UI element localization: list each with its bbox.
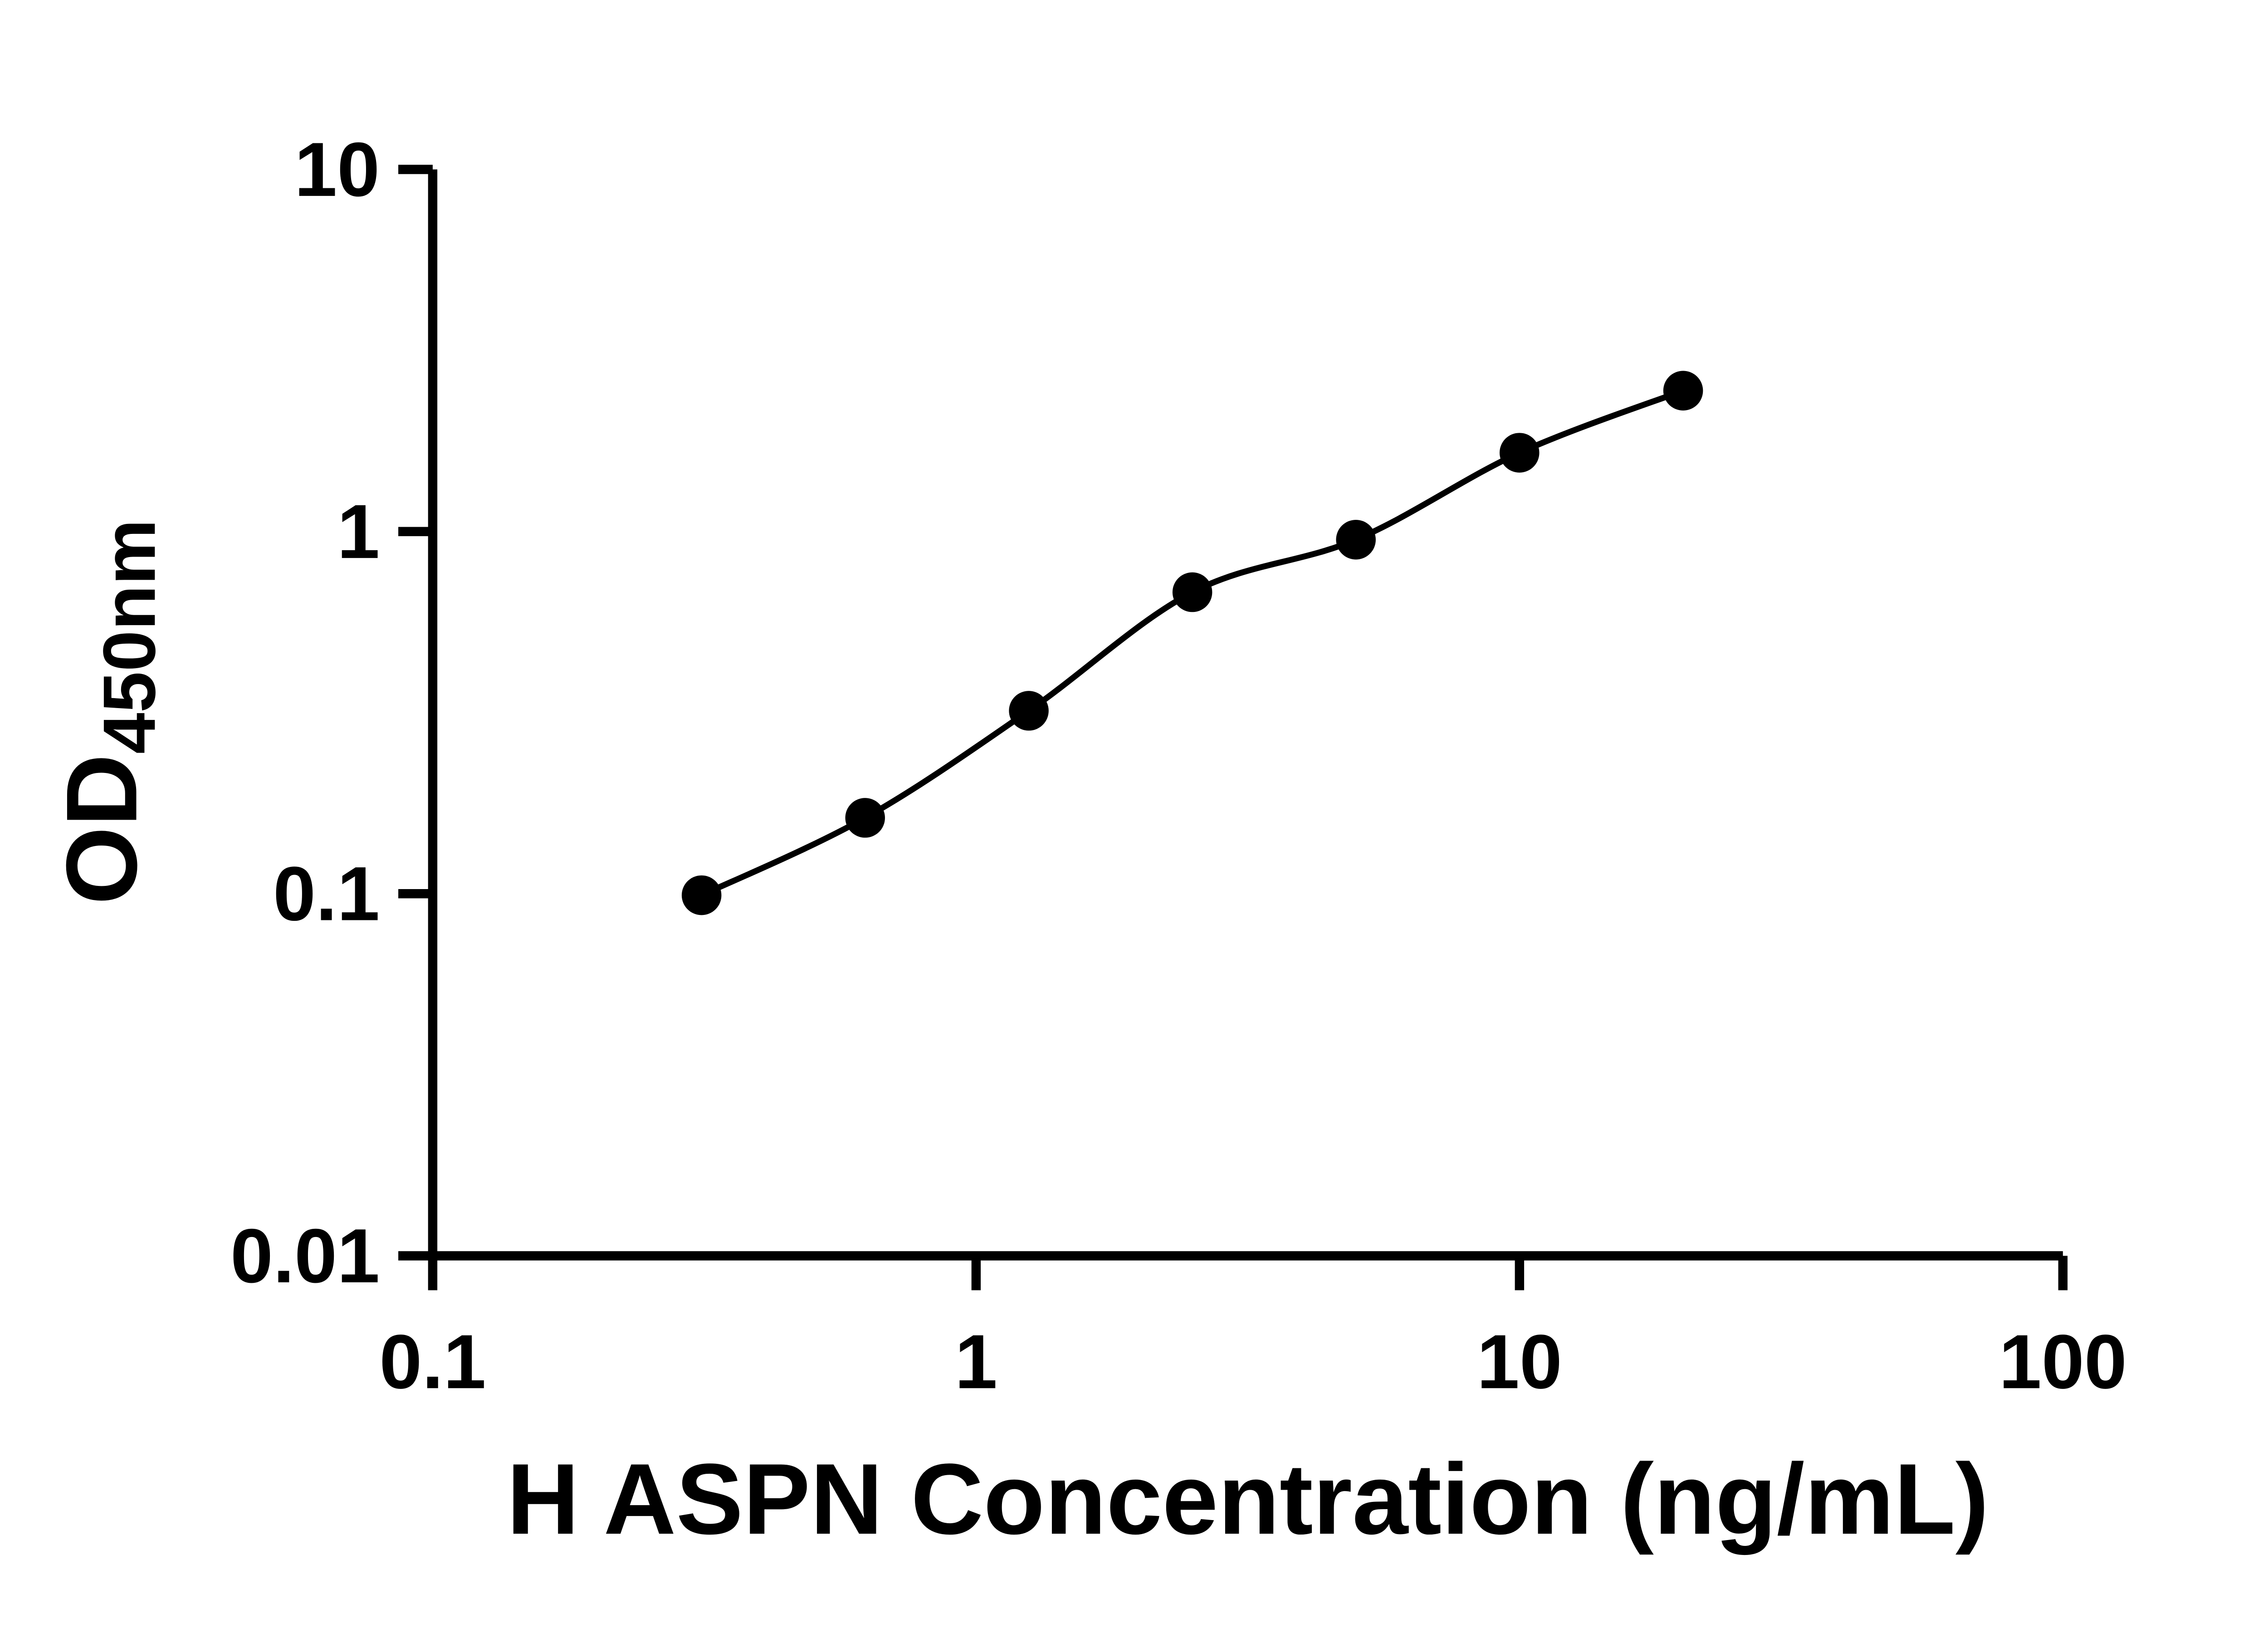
- x-tick-label: 10: [1477, 1319, 1562, 1404]
- data-point: [1663, 371, 1703, 411]
- data-point: [1336, 519, 1376, 560]
- data-point: [681, 875, 722, 915]
- y-tick-label: 10: [294, 127, 380, 212]
- data-point: [1500, 433, 1540, 473]
- data-point: [1009, 691, 1049, 731]
- data-point: [1172, 572, 1212, 612]
- data-point: [845, 798, 885, 838]
- y-tick-label: 0.01: [230, 1213, 380, 1299]
- y-axis-title-main: OD: [45, 754, 157, 905]
- y-tick-label: 0.1: [273, 851, 380, 937]
- axis-spines: [428, 169, 2063, 1261]
- x-tick-label: 0.1: [379, 1319, 486, 1404]
- x-tick-label: 1: [955, 1319, 997, 1404]
- y-axis-title: OD450nm: [45, 519, 171, 905]
- x-axis-title: H ASPN Concentration (ng/mL): [507, 1442, 1989, 1555]
- x-tick-label: 100: [1999, 1319, 2127, 1404]
- plot-layer: 0.1 1 10 100 0.01 0.1 1 10: [230, 127, 2127, 1404]
- y-tick-label: 1: [337, 489, 380, 574]
- y-axis-title-sub: 450nm: [88, 519, 171, 754]
